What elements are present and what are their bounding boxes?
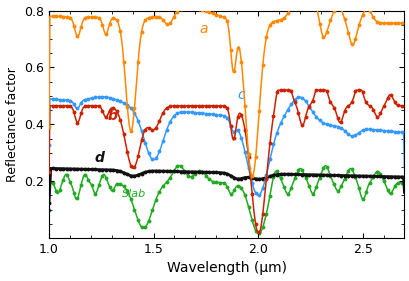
X-axis label: Wavelength (μm): Wavelength (μm) [166,261,286,275]
Text: d: d [95,151,105,165]
Text: b: b [107,109,117,123]
Text: a: a [199,22,207,36]
Text: Slab: Slab [122,189,146,199]
Text: c: c [236,88,244,102]
Y-axis label: Reflectance factor: Reflectance factor [6,67,18,182]
